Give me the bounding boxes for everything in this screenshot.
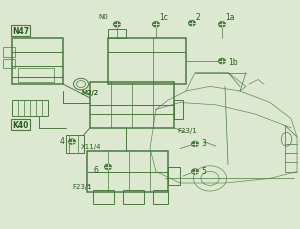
Bar	[123, 190, 144, 204]
Bar	[168, 167, 180, 185]
Circle shape	[219, 59, 225, 64]
Text: K40: K40	[12, 120, 28, 129]
Bar	[12, 39, 63, 85]
Text: X11/4: X11/4	[81, 144, 101, 150]
Text: 1c: 1c	[159, 13, 168, 22]
Bar	[90, 82, 174, 128]
Bar	[18, 69, 54, 82]
Bar	[3, 60, 15, 69]
Bar	[174, 101, 183, 119]
Circle shape	[114, 23, 120, 28]
Circle shape	[105, 165, 111, 170]
Text: 2: 2	[195, 13, 200, 22]
Circle shape	[192, 169, 198, 174]
Text: N0: N0	[98, 14, 108, 20]
Text: 4: 4	[60, 136, 65, 145]
Text: 3: 3	[201, 139, 206, 148]
Text: F23/1: F23/1	[177, 128, 197, 134]
Circle shape	[153, 23, 159, 28]
Text: M2/2: M2/2	[81, 90, 98, 96]
Circle shape	[69, 139, 75, 144]
Text: M2/2: M2/2	[81, 90, 98, 96]
Text: 6: 6	[93, 165, 98, 174]
Circle shape	[219, 23, 225, 28]
Text: F23/1: F23/1	[72, 184, 92, 190]
Text: 5: 5	[201, 166, 206, 175]
Circle shape	[189, 22, 195, 27]
Text: 1a: 1a	[225, 13, 235, 22]
Bar	[87, 151, 168, 192]
Bar	[153, 190, 168, 204]
Text: 1b: 1b	[228, 57, 238, 66]
Bar	[12, 101, 48, 117]
Bar	[3, 48, 15, 57]
Bar	[108, 30, 126, 39]
Bar	[66, 135, 84, 153]
Text: N47: N47	[12, 27, 29, 36]
Bar	[93, 190, 114, 204]
Bar	[108, 39, 186, 85]
Circle shape	[192, 142, 198, 147]
